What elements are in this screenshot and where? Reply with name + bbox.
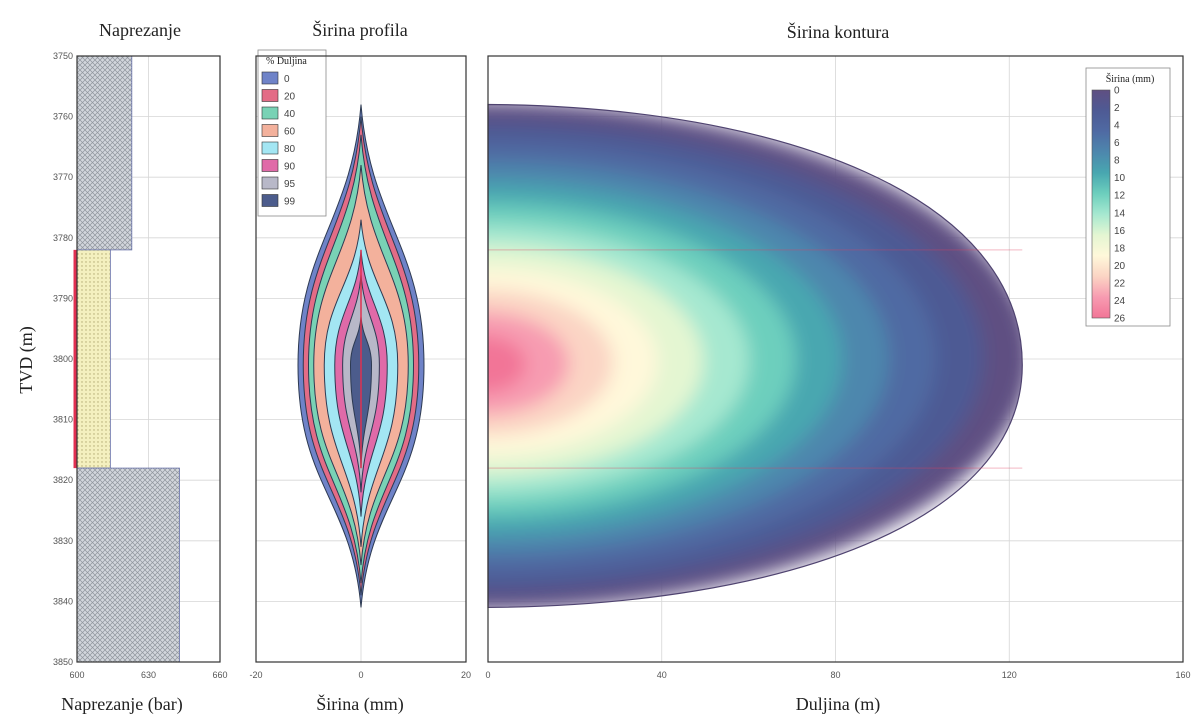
- y-tick-label: 3800: [53, 354, 73, 364]
- profile-legend-swatch: [261, 106, 279, 120]
- colorbar-tick-label: 16: [1114, 226, 1126, 237]
- profile-legend-label: 60: [284, 127, 296, 138]
- profile-panel-title: Širina profila: [312, 19, 407, 40]
- width-contour-level: [488, 311, 570, 415]
- y-tick-label: 3790: [53, 293, 73, 303]
- colorbar-gradient: [1091, 89, 1111, 319]
- colorbar-title: Širina (mm): [1106, 73, 1155, 85]
- profile-legend-swatch: [261, 89, 279, 102]
- colorbar-tick-label: 20: [1114, 261, 1126, 272]
- fracture-outline: [487, 103, 1023, 609]
- contour-x-tick-label: 80: [830, 670, 840, 680]
- contour-x-tick-label: 120: [1002, 670, 1017, 680]
- colorbar-tick-label: 6: [1114, 138, 1120, 149]
- width-contour-field: [488, 104, 1023, 608]
- profile-legend-label: 40: [284, 109, 296, 120]
- profile-legend-swatch: [261, 159, 279, 172]
- width-contour-level: [488, 289, 614, 436]
- colorbar-tick-label: 14: [1114, 208, 1126, 219]
- profile-legend-label: 95: [284, 179, 296, 190]
- profile-legend-swatch: [261, 71, 279, 85]
- colorbar-tick-label: 26: [1114, 314, 1126, 325]
- y-tick-label: 3840: [53, 596, 73, 606]
- stress-panel-title: Naprezanje: [99, 20, 181, 40]
- profile-legend-swatch: [261, 176, 279, 190]
- profile-x-axis-label: Širina (mm): [316, 693, 404, 715]
- colorbar-tick-label: 24: [1114, 296, 1126, 307]
- colorbar-tick-label: 4: [1114, 121, 1120, 132]
- profile-legend: % Duljina 0 20 40 60 80 90 95 99: [257, 49, 327, 217]
- y-tick-label: 3850: [53, 657, 73, 667]
- stress-x-tick-label: 660: [212, 670, 227, 680]
- profile-legend-swatch: [261, 124, 279, 137]
- width-contour-level: [488, 335, 527, 393]
- y-tick-label: 3780: [53, 233, 73, 243]
- contour-panel-title: Širina kontura: [787, 21, 889, 42]
- y-tick-label: 3820: [53, 475, 73, 485]
- stress-x-tick-label: 600: [69, 670, 84, 680]
- stress-layer-bar: [76, 55, 133, 251]
- profile-legend-label: 99: [284, 197, 296, 208]
- profile-x-tick-label: -20: [249, 670, 262, 680]
- stress-panel: 3750 3760 3770 3780 3790 3800 3810 3820 3830 3840…: [53, 51, 228, 680]
- profile-legend-label: 0: [284, 74, 290, 85]
- profile-border: [255, 55, 467, 663]
- profile-panel: % Duljina 0 20 40 60 80 90 95 99 -20 0 20: [249, 49, 471, 680]
- profile-x-tick-label: 0: [358, 670, 363, 680]
- stress-border: [76, 55, 221, 663]
- y-axis-label: TVD (m): [16, 326, 37, 393]
- y-tick-label: 3810: [53, 415, 73, 425]
- width-contour-blur: [488, 104, 1023, 608]
- colorbar-tick-label: 8: [1114, 156, 1120, 167]
- stress-layer-bar: [76, 249, 111, 469]
- profile-legend-label: 20: [284, 92, 296, 103]
- contour-x-tick-label: 160: [1175, 670, 1190, 680]
- stress-x-axis-label: Naprezanje (bar): [61, 694, 182, 715]
- colorbar-tick-label: 12: [1114, 191, 1126, 202]
- y-tick-label: 3750: [53, 51, 73, 61]
- y-tick-label: 3760: [53, 112, 73, 122]
- profile-legend-label: 90: [284, 162, 296, 173]
- profile-legend-swatch: [261, 194, 279, 207]
- colorbar-tick-label: 0: [1114, 86, 1120, 97]
- profile-legend-title: % Duljina: [266, 56, 307, 67]
- y-tick-label: 3830: [53, 536, 73, 546]
- contour-x-tick-label: 0: [485, 670, 490, 680]
- contour-x-axis-label: Duljina (m): [796, 694, 880, 715]
- colorbar-tick-label: 18: [1114, 243, 1126, 254]
- profile-legend-label: 80: [284, 144, 296, 155]
- colorbar-tick-label: 2: [1114, 103, 1120, 114]
- colorbar-tick-label: 10: [1114, 173, 1126, 184]
- stress-layer-bar: [76, 467, 180, 663]
- contour-border: [487, 55, 1184, 663]
- colorbar-tick-label: 22: [1114, 278, 1126, 289]
- y-tick-label: 3770: [53, 172, 73, 182]
- contour-x-tick-label: 40: [657, 670, 667, 680]
- profile-legend-swatch: [261, 141, 279, 155]
- stress-x-tick-label: 630: [141, 670, 156, 680]
- profile-x-tick-label: 20: [461, 670, 471, 680]
